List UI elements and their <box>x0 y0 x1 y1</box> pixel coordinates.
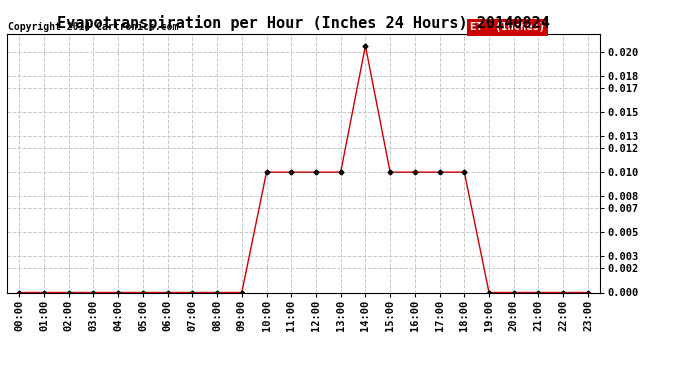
Title: Evapotranspiration per Hour (Inches 24 Hours) 20140824: Evapotranspiration per Hour (Inches 24 H… <box>57 15 550 31</box>
Text: Copyright 2014 Cartronics.com: Copyright 2014 Cartronics.com <box>8 22 179 33</box>
Text: ET  (Inches): ET (Inches) <box>470 22 544 33</box>
